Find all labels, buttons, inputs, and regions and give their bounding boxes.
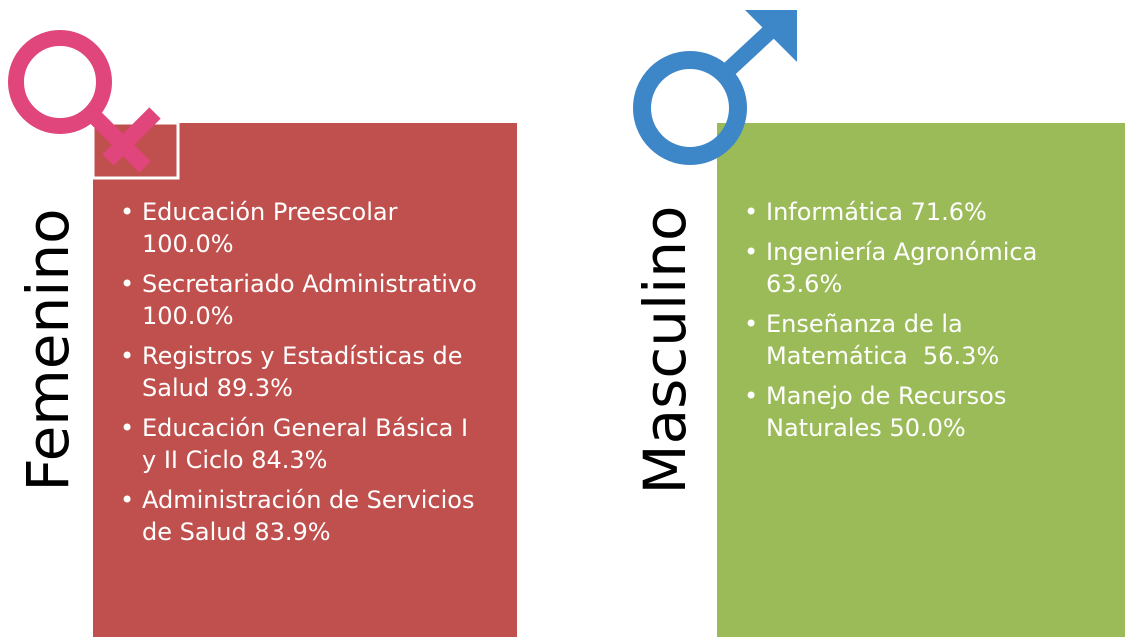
item-list: Informática 71.6% Ingeniería Agronómica 6… xyxy=(742,196,1102,452)
list-item: Secretariado Administrativo 100.0% xyxy=(118,268,478,332)
list-item: Informática 71.6% xyxy=(742,196,1102,228)
list-item: Enseñanza de la Matemática 56.3% xyxy=(742,308,1102,372)
list-item: Educación General Básica I y II Ciclo 84… xyxy=(118,412,478,476)
list-item: Registros y Estadísticas de Salud 89.3% xyxy=(118,340,478,404)
item-list: Educación Preescolar 100.0% Secretariado … xyxy=(118,196,478,556)
female-ring xyxy=(8,30,112,134)
panel-label: Femenino xyxy=(14,208,82,492)
list-item: Administración de Servicios de Salud 83.… xyxy=(118,484,478,548)
panel-label: Masculino xyxy=(631,205,699,495)
list-item: Educación Preescolar 100.0% xyxy=(118,196,478,260)
female-cross xyxy=(102,107,161,166)
male-ring xyxy=(633,51,747,165)
list-item: Manejo de Recursos Naturales 50.0% xyxy=(742,380,1102,444)
list-item: Ingeniería Agronómica 63.6% xyxy=(742,236,1102,300)
male-arrow-head xyxy=(745,10,797,62)
